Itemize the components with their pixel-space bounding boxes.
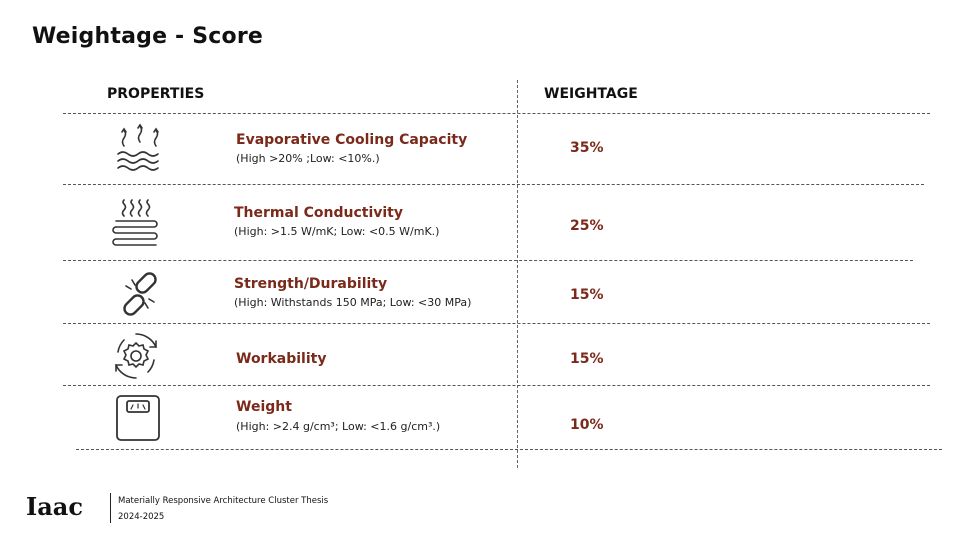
property-name: Thermal Conductivity: [234, 205, 404, 221]
heat-coil-icon: [110, 196, 162, 248]
property-description: (High: >1.5 W/mK; Low: <0.5 W/mK.): [234, 225, 440, 238]
property-description: (High: >2.4 g/cm³; Low: <1.6 g/cm³.): [236, 420, 441, 433]
property-name: Weight: [236, 399, 292, 415]
header-properties: PROPERTIES: [107, 86, 205, 102]
weight-value: 35%: [570, 140, 604, 156]
property-name: Workability: [236, 351, 327, 367]
row-divider: [63, 113, 930, 114]
weight-value: 25%: [570, 218, 604, 234]
footer-program: Materially Responsive Architecture Clust…: [118, 496, 329, 506]
property-name: Strength/Durability: [234, 276, 388, 292]
column-divider: [517, 80, 518, 468]
row-divider: [63, 323, 930, 324]
evaporation-waves-icon: [114, 122, 166, 174]
iaac-logo: Iaac: [26, 492, 83, 521]
weighing-scale-icon: [112, 392, 164, 444]
page-title: Weightage - Score: [32, 24, 264, 49]
property-description: (High: Withstands 150 MPa; Low: <30 MPa): [234, 296, 472, 309]
broken-link-icon: [114, 268, 166, 320]
footer-year: 2024-2025: [118, 512, 165, 522]
row-divider: [63, 260, 913, 261]
footer-divider: [110, 493, 111, 523]
weight-value: 15%: [570, 351, 604, 367]
header-weightage: WEIGHTAGE: [544, 86, 638, 102]
row-divider: [63, 184, 924, 185]
row-divider: [63, 385, 930, 386]
gear-cycle-icon: [110, 330, 162, 382]
weight-value: 15%: [570, 287, 604, 303]
weight-value: 10%: [570, 417, 604, 433]
property-name: Evaporative Cooling Capacity: [236, 132, 468, 148]
property-description: (High >20% ;Low: <10%.): [236, 152, 380, 165]
row-divider: [76, 449, 942, 450]
